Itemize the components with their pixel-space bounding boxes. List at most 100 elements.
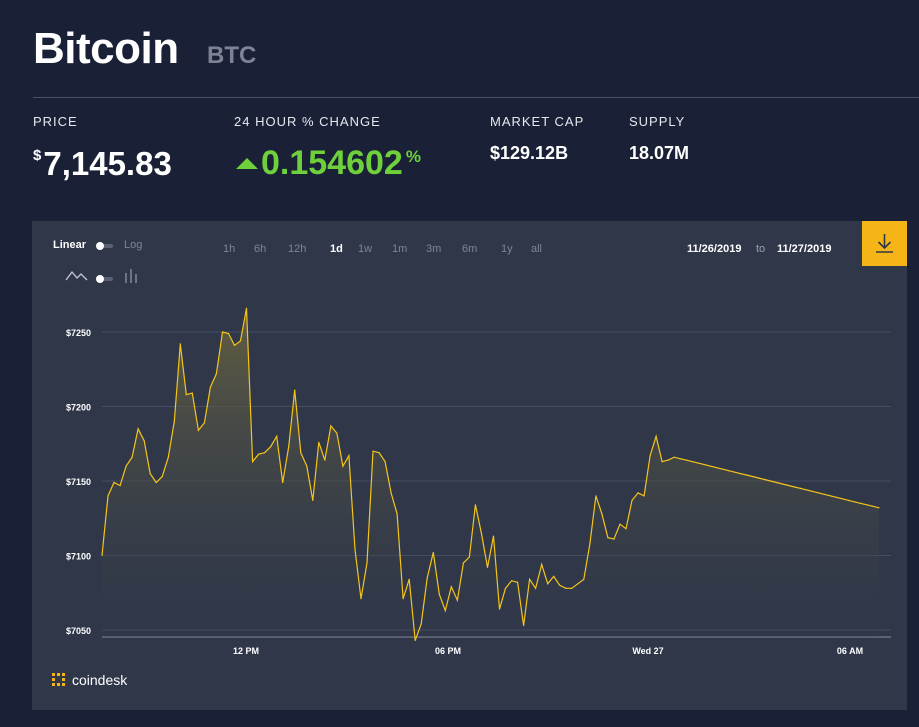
- price-point: [221, 331, 224, 333]
- change-value: 0.154602: [261, 144, 403, 182]
- scale-linear-label[interactable]: Linear: [53, 239, 87, 251]
- price-point: [426, 577, 428, 579]
- coin-symbol: BTC: [207, 42, 257, 69]
- price-point: [480, 532, 482, 534]
- range-1m[interactable]: 1m: [392, 243, 408, 255]
- x-tick-label: 06 PM: [435, 646, 461, 656]
- market-cap-label: MARKET CAP: [490, 114, 585, 129]
- scale-toggle[interactable]: [96, 242, 113, 250]
- price-area: [102, 308, 879, 641]
- price-point: [595, 495, 597, 497]
- toggle-knob: [96, 275, 104, 283]
- price-point: [185, 394, 187, 396]
- price-point: [818, 492, 820, 494]
- up-arrow-icon: [236, 158, 258, 170]
- x-tick-label: 06 AM: [837, 646, 863, 656]
- price-point: [806, 489, 808, 491]
- price-point: [878, 507, 880, 509]
- price-point: [667, 459, 669, 461]
- price-point: [245, 307, 248, 309]
- price-point: [776, 481, 778, 484]
- price-point: [655, 435, 657, 437]
- price-point: [745, 474, 748, 476]
- range-6h[interactable]: 6h: [254, 243, 267, 255]
- y-tick-label: $7250: [66, 328, 91, 338]
- price-value: 7,145.83: [43, 145, 172, 182]
- price-point: [812, 490, 814, 492]
- price-point: [155, 481, 157, 484]
- price-point: [601, 513, 603, 515]
- price-point: [848, 499, 850, 501]
- price-point: [113, 481, 115, 484]
- price-point: [547, 583, 549, 585]
- price-point: [360, 598, 362, 600]
- price-point: [342, 465, 344, 467]
- date-to[interactable]: 11/27/2019: [777, 243, 832, 255]
- price-point: [739, 473, 742, 475]
- date-from[interactable]: 11/26/2019: [687, 243, 742, 255]
- price-point: [444, 610, 446, 612]
- price-point: [498, 608, 501, 610]
- price-point: [529, 578, 531, 580]
- price-point: [107, 495, 109, 497]
- price-point: [763, 478, 766, 481]
- price-point: [270, 446, 272, 448]
- price-point: [330, 425, 332, 427]
- price-point: [625, 528, 627, 530]
- price-point: [408, 578, 410, 580]
- price-point: [517, 581, 519, 583]
- y-tick-label: $7200: [66, 403, 91, 413]
- price-point: [565, 587, 567, 589]
- download-button[interactable]: [862, 221, 907, 266]
- range-12h[interactable]: 12h: [288, 243, 307, 255]
- date-separator: to: [756, 243, 766, 255]
- range-1d[interactable]: 1d: [330, 243, 343, 255]
- price-point: [679, 458, 681, 460]
- toggle-knob: [96, 242, 104, 250]
- range-1w[interactable]: 1w: [358, 243, 373, 255]
- y-tick-label: $7050: [66, 626, 91, 636]
- price-point: [137, 428, 139, 430]
- price-point: [450, 586, 452, 588]
- price-point: [420, 623, 422, 625]
- price-point: [691, 461, 693, 463]
- y-tick-label: $7100: [66, 552, 91, 562]
- price-point: [294, 389, 296, 391]
- price-point: [318, 441, 320, 443]
- price-point: [432, 551, 434, 554]
- price-point: [800, 487, 802, 489]
- bar-chart-icon[interactable]: [124, 269, 140, 283]
- change-display: 0.154602%: [236, 144, 421, 183]
- price-point: [390, 492, 392, 494]
- price-point: [577, 583, 579, 585]
- supply-value: 18.07M: [629, 143, 690, 163]
- price-point: [191, 392, 193, 394]
- price-line: [101, 308, 880, 641]
- price-point: [872, 505, 874, 507]
- chart-style-toggle[interactable]: [96, 275, 113, 283]
- price-point: [366, 562, 368, 564]
- change-unit: %: [405, 147, 421, 166]
- price-point: [607, 537, 609, 539]
- price-point: [336, 432, 338, 434]
- range-6m[interactable]: 6m: [462, 243, 478, 255]
- price-point: [703, 464, 705, 466]
- range-1y[interactable]: 1y: [501, 243, 513, 255]
- price-point: [384, 461, 386, 463]
- price-chart[interactable]: $7050 $7100 $7150 $7200 $7250 12 PM 06 PM Wed …: [32, 221, 907, 661]
- price-points: [101, 307, 880, 641]
- price-label: PRICE: [33, 114, 78, 129]
- header-divider: [33, 97, 919, 98]
- range-3m[interactable]: 3m: [426, 243, 442, 255]
- price-point: [504, 587, 507, 589]
- line-chart-icon[interactable]: [65, 269, 89, 283]
- price-point: [173, 420, 175, 422]
- price-point: [300, 452, 302, 454]
- range-1h[interactable]: 1h: [223, 243, 236, 255]
- price-point: [541, 563, 543, 565]
- scale-log-label[interactable]: Log: [124, 239, 143, 251]
- price-point: [149, 473, 151, 475]
- coindesk-logo-text: coindesk: [72, 672, 128, 688]
- price-point: [125, 465, 127, 467]
- range-all[interactable]: all: [531, 243, 543, 255]
